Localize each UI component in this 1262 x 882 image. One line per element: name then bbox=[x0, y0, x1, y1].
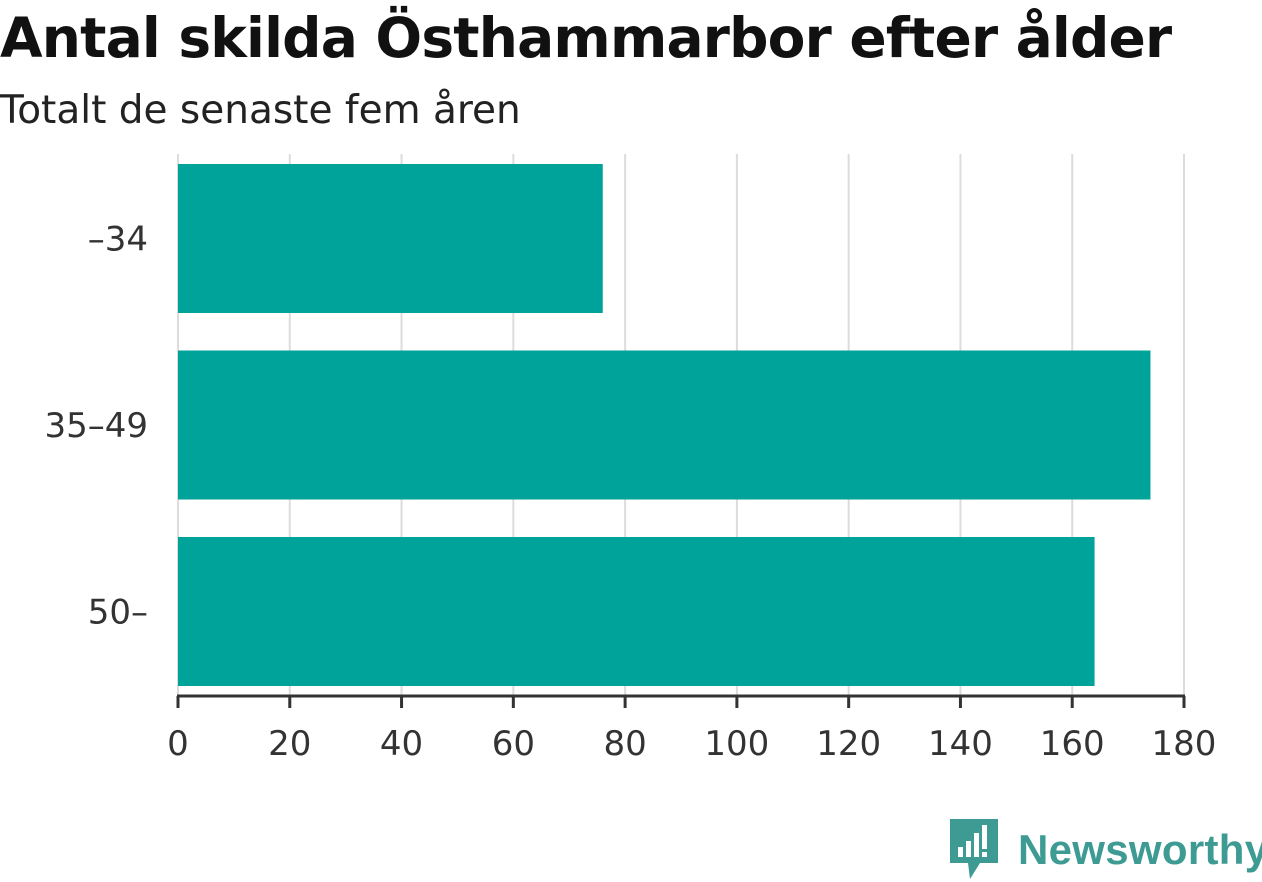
x-tick-label: 180 bbox=[1152, 724, 1217, 764]
bar bbox=[178, 537, 1095, 686]
x-tick-label: 80 bbox=[603, 724, 646, 764]
x-axis: 0 20 40 60 80 100 120 140 160 180 bbox=[167, 694, 1217, 764]
brand-logo: Newsworthy bbox=[950, 818, 1262, 882]
bar-chart: –34 35–49 50– 0 20 40 60 80 100 120 140 160 180 bbox=[44, 154, 1217, 764]
bar bbox=[178, 164, 603, 313]
y-tick-label: 50– bbox=[88, 593, 148, 633]
x-tick-label: 100 bbox=[704, 724, 769, 764]
y-axis-labels: –34 35–49 50– bbox=[44, 220, 148, 633]
chart-subtitle: Totalt de senaste fem åren bbox=[0, 88, 521, 133]
x-tick-label: 20 bbox=[268, 724, 311, 764]
x-tick-label: 120 bbox=[816, 724, 881, 764]
x-tick-label: 160 bbox=[1040, 724, 1105, 764]
x-tick-label: 40 bbox=[380, 724, 423, 764]
bars bbox=[178, 164, 1151, 686]
chart-title: Antal skilda Östhammarbor efter ålder bbox=[0, 6, 1172, 70]
bar bbox=[178, 350, 1151, 500]
x-tick-label: 0 bbox=[167, 724, 189, 764]
brand-name: Newsworthy bbox=[1018, 826, 1262, 873]
newsworthy-logo-icon bbox=[950, 819, 998, 879]
x-tick-label: 140 bbox=[928, 724, 993, 764]
y-tick-label: 35–49 bbox=[44, 406, 148, 446]
y-tick-label: –34 bbox=[88, 220, 148, 260]
x-tick-label: 60 bbox=[492, 724, 535, 764]
